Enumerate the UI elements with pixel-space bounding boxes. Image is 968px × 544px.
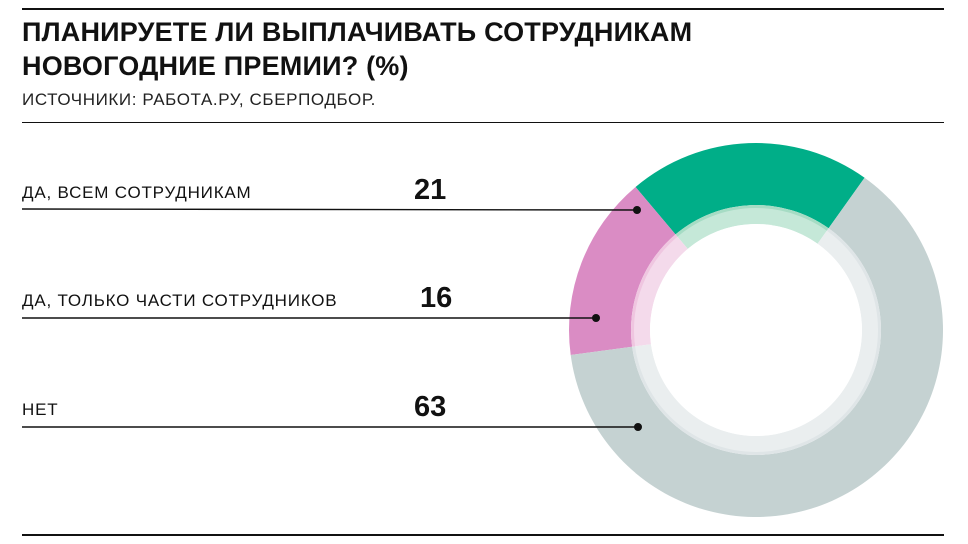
value-yes-some: 16 — [420, 282, 453, 314]
donut-inner-ring — [634, 208, 878, 452]
leader-dot-yes-all — [633, 206, 641, 214]
label-yes-all: ДА, ВСЕМ СОТРУДНИКАМ — [22, 183, 252, 202]
leader-dot-no — [634, 423, 642, 431]
value-yes-all: 21 — [414, 174, 447, 206]
donut-inner-band-yes-some — [631, 234, 688, 347]
top-rule — [22, 8, 944, 10]
label-no: НЕТ — [22, 400, 59, 419]
bottom-rule — [22, 534, 944, 536]
chart-source: ИСТОЧНИКИ: РАБОТА.РУ, СБЕРПОДБОР. — [22, 90, 376, 109]
chart-title-line-2: НОВОГОДНИЕ ПРЕМИИ? (%) — [22, 51, 409, 81]
chart-title: ПЛАНИРУЕТЕ ЛИ ВЫПЛАЧИВАТЬ СОТРУДНИКАМ НО… — [22, 15, 922, 83]
donut-slice-yes-some — [569, 186, 676, 356]
header-rule — [22, 122, 944, 123]
donut-inner-band-yes-all — [675, 204, 829, 249]
label-yes-some: ДА, ТОЛЬКО ЧАСТИ СОТРУДНИКОВ — [22, 291, 338, 310]
leader-line-yes-all — [21, 208, 638, 211]
donut-hole — [650, 224, 862, 436]
chart-title-line-1: ПЛАНИРУЕТЕ ЛИ ВЫПЛАЧИВАТЬ СОТРУДНИКАМ — [22, 17, 693, 47]
value-no: 63 — [414, 391, 447, 423]
leader-dot-yes-some — [592, 314, 600, 322]
donut-slice-no — [570, 177, 943, 518]
donut-slice-yes-all — [635, 143, 865, 235]
